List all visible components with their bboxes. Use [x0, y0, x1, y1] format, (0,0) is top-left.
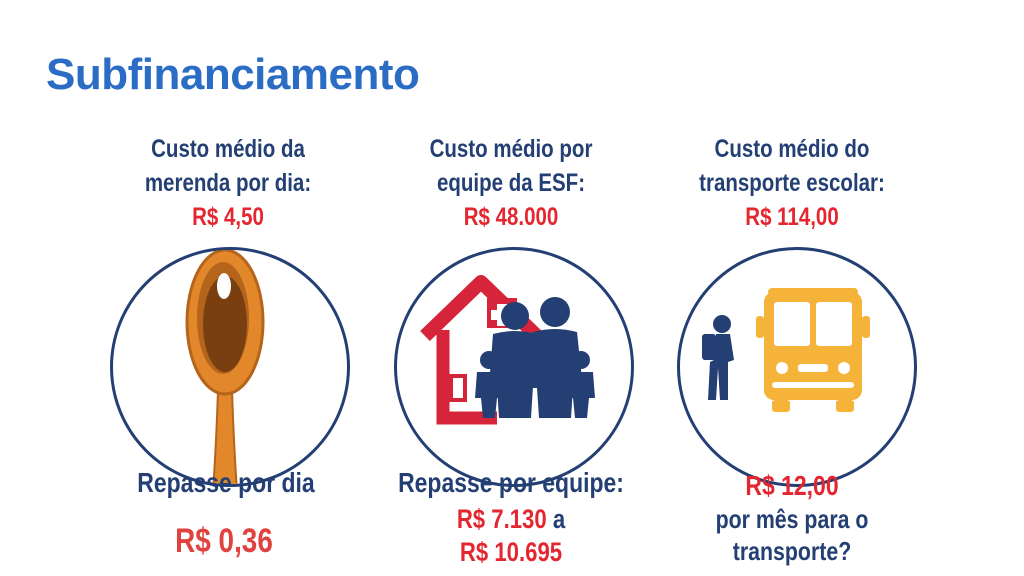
transport-transfer-value: R$ 12,00 — [745, 470, 839, 501]
meal-transfer-value: R$ 0,36 — [175, 522, 273, 560]
team-icon-circle — [394, 247, 634, 487]
meal-cost-price: R$ 4,50 — [192, 203, 264, 231]
team-transfer-min: R$ 7.130 — [456, 504, 547, 534]
column-meal: Custo médio da merenda por dia: R$ 4,50 … — [78, 0, 378, 576]
page-title: Subfinanciamento — [46, 50, 420, 99]
team-transfer-max: R$ 10.695 — [459, 537, 563, 567]
column-health-team: Custo médio por equipe da ESF: R$ 48.000… — [361, 0, 661, 576]
meal-heading-line-2: merenda por dia: — [144, 169, 312, 197]
meal-heading-line-1: Custo médio da — [151, 135, 305, 163]
meal-heading: Custo médio da merenda por dia: R$ 4,50 — [105, 132, 351, 234]
school-bus-student-icon — [702, 288, 870, 412]
team-cost-price: R$ 48.000 — [463, 203, 559, 231]
team-transfer-label: Repasse por equipe: — [398, 467, 624, 498]
meal-transfer-label: Repasse por dia — [137, 467, 315, 498]
column-transport: Custo médio do transporte escolar: R$ 11… — [642, 0, 942, 576]
spoon-icon — [185, 250, 265, 484]
transport-heading: Custo médio do transporte escolar: R$ 11… — [669, 132, 915, 234]
transport-heading-line-1: Custo médio do — [714, 135, 870, 163]
transport-transfer-text: por mês para o transporte? — [669, 503, 915, 567]
team-transfer-connector: a — [552, 504, 566, 534]
team-transfer-range: R$ 7.130 a R$ 10.695 — [388, 503, 634, 569]
team-heading-line-2: equipe da ESF: — [436, 169, 586, 197]
transport-icon-circle — [677, 247, 917, 487]
transport-cost-price: R$ 114,00 — [745, 203, 839, 231]
team-heading-line-1: Custo médio por — [429, 135, 593, 163]
meal-icon-circle — [110, 247, 350, 487]
transport-heading-line-2: transporte escolar: — [699, 169, 885, 197]
team-heading: Custo médio por equipe da ESF: R$ 48.000 — [388, 132, 634, 234]
transport-text-line-2: transporte? — [732, 536, 852, 566]
transport-text-line-1: por mês para o — [715, 504, 869, 534]
health-family-home-icon — [420, 275, 595, 425]
